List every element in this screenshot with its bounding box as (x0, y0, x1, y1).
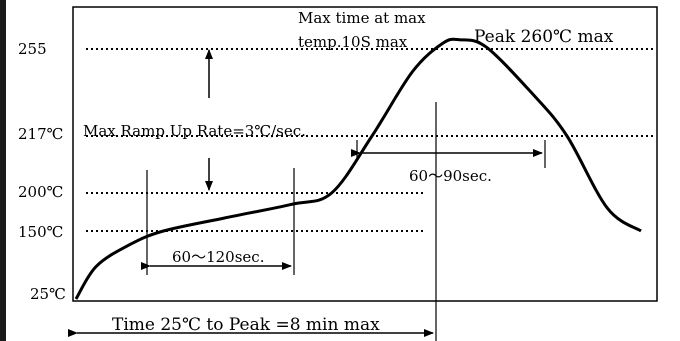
plot-frame (72, 6, 658, 302)
ramp-rate-label: Max Ramp Up Rate=3℃/sec. (83, 122, 306, 140)
y-tick-label-150: 150℃ (18, 223, 63, 241)
y-tick-label-25: 25℃ (30, 285, 66, 303)
soak-time-label: 60〜120sec. (172, 248, 264, 266)
reflow-time-label: 60〜90sec. (409, 167, 492, 185)
y-tick-label-200: 200℃ (18, 183, 63, 201)
peak-label: Peak 260℃ max (474, 27, 614, 47)
y-tick-label-217: 217℃ (18, 125, 63, 143)
y-tick-label-255: 255 (18, 40, 47, 58)
total-time-label: Time 25℃ to Peak =8 min max (112, 315, 380, 335)
max-time-label-line1: Max time at max (298, 9, 426, 27)
profile-curve (74, 37, 642, 300)
left-edge-bar (0, 0, 6, 341)
max-time-label-line2: temp.10S max (298, 33, 408, 51)
